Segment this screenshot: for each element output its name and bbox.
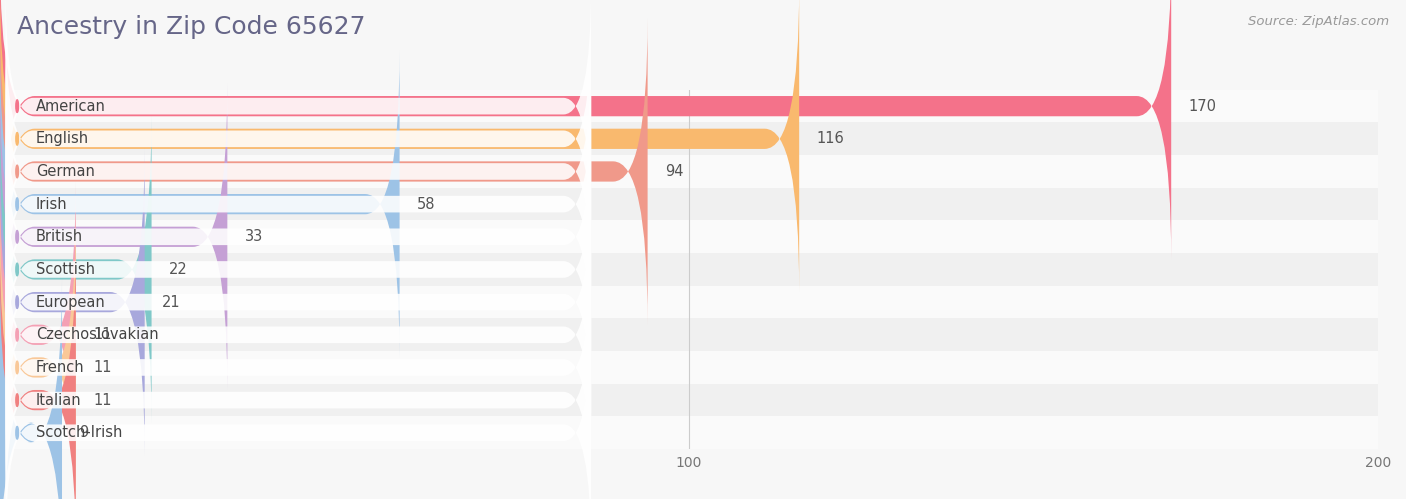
Text: Scotch-Irish: Scotch-Irish xyxy=(35,425,122,440)
FancyBboxPatch shape xyxy=(0,116,152,423)
Bar xyxy=(0,384,1378,417)
Text: 11: 11 xyxy=(93,360,111,375)
FancyBboxPatch shape xyxy=(0,149,145,455)
FancyBboxPatch shape xyxy=(6,82,591,326)
FancyBboxPatch shape xyxy=(0,279,62,499)
Text: 21: 21 xyxy=(162,294,180,309)
Circle shape xyxy=(15,100,18,112)
FancyBboxPatch shape xyxy=(0,247,76,499)
Bar xyxy=(0,155,1378,188)
Circle shape xyxy=(15,133,18,145)
FancyBboxPatch shape xyxy=(6,16,591,261)
Text: Italian: Italian xyxy=(35,393,82,408)
FancyBboxPatch shape xyxy=(6,213,591,457)
Circle shape xyxy=(15,328,18,341)
Text: French: French xyxy=(35,360,84,375)
Text: 11: 11 xyxy=(93,327,111,342)
FancyBboxPatch shape xyxy=(6,278,591,499)
Text: 11: 11 xyxy=(93,393,111,408)
FancyBboxPatch shape xyxy=(0,214,76,499)
Text: 58: 58 xyxy=(416,197,436,212)
FancyBboxPatch shape xyxy=(6,180,591,425)
Bar xyxy=(0,188,1378,221)
Circle shape xyxy=(15,427,18,439)
Text: 170: 170 xyxy=(1188,99,1216,114)
Text: European: European xyxy=(35,294,105,309)
FancyBboxPatch shape xyxy=(6,245,591,490)
Text: Irish: Irish xyxy=(35,197,67,212)
Circle shape xyxy=(15,198,18,211)
Text: Scottish: Scottish xyxy=(35,262,94,277)
Text: Source: ZipAtlas.com: Source: ZipAtlas.com xyxy=(1249,15,1389,28)
Circle shape xyxy=(15,231,18,243)
Bar xyxy=(0,221,1378,253)
FancyBboxPatch shape xyxy=(0,84,228,390)
Bar xyxy=(0,351,1378,384)
Text: British: British xyxy=(35,230,83,245)
Circle shape xyxy=(15,296,18,308)
Bar xyxy=(0,122,1378,155)
FancyBboxPatch shape xyxy=(0,182,76,488)
Text: 9: 9 xyxy=(79,425,89,440)
FancyBboxPatch shape xyxy=(6,147,591,392)
Bar xyxy=(0,286,1378,318)
Text: Ancestry in Zip Code 65627: Ancestry in Zip Code 65627 xyxy=(17,15,366,39)
Text: 116: 116 xyxy=(817,131,844,146)
Text: 94: 94 xyxy=(665,164,683,179)
Circle shape xyxy=(15,361,18,374)
FancyBboxPatch shape xyxy=(0,18,648,325)
Bar xyxy=(0,417,1378,449)
Text: 33: 33 xyxy=(245,230,263,245)
FancyBboxPatch shape xyxy=(6,49,591,294)
Bar xyxy=(0,318,1378,351)
FancyBboxPatch shape xyxy=(6,0,591,229)
Text: German: German xyxy=(35,164,94,179)
FancyBboxPatch shape xyxy=(6,310,591,499)
Bar xyxy=(0,90,1378,122)
FancyBboxPatch shape xyxy=(6,114,591,359)
Circle shape xyxy=(15,165,18,178)
FancyBboxPatch shape xyxy=(0,0,1171,259)
Circle shape xyxy=(15,394,18,406)
Text: Czechoslovakian: Czechoslovakian xyxy=(35,327,159,342)
FancyBboxPatch shape xyxy=(0,0,799,292)
Bar xyxy=(0,253,1378,286)
FancyBboxPatch shape xyxy=(0,51,399,357)
Circle shape xyxy=(15,263,18,276)
Text: English: English xyxy=(35,131,89,146)
Text: American: American xyxy=(35,99,105,114)
Text: 22: 22 xyxy=(169,262,187,277)
